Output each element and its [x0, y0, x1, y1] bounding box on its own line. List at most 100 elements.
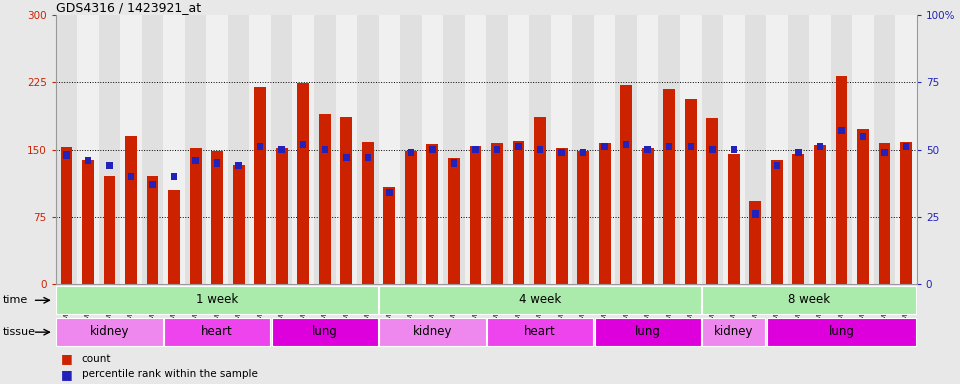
Bar	[852, 15, 874, 284]
Text: GDS4316 / 1423921_at: GDS4316 / 1423921_at	[56, 1, 201, 14]
Bar	[168, 190, 180, 284]
Text: lung: lung	[312, 325, 338, 338]
Bar	[516, 143, 522, 151]
Bar	[487, 15, 508, 284]
Bar	[830, 15, 852, 284]
Bar	[615, 15, 636, 284]
Bar	[838, 127, 845, 134]
Bar	[817, 143, 823, 151]
Bar	[379, 318, 486, 346]
Bar	[211, 151, 223, 284]
Bar	[601, 143, 608, 151]
Bar	[594, 15, 615, 284]
Bar	[529, 15, 551, 284]
Bar	[206, 15, 228, 284]
Bar	[752, 210, 758, 218]
Bar	[278, 146, 285, 153]
Bar	[142, 15, 163, 284]
Bar	[82, 160, 94, 284]
Bar	[164, 318, 271, 346]
Bar	[272, 318, 378, 346]
Bar	[357, 15, 378, 284]
Bar	[214, 159, 221, 167]
Bar	[383, 187, 396, 284]
Bar	[63, 151, 70, 159]
Bar	[465, 15, 487, 284]
Bar	[774, 162, 780, 169]
Bar	[276, 148, 288, 284]
Bar	[99, 15, 120, 284]
Bar	[322, 146, 328, 153]
Bar	[580, 149, 587, 156]
Bar	[450, 159, 457, 167]
Bar	[559, 149, 564, 156]
Bar	[378, 15, 400, 284]
Bar	[150, 181, 156, 188]
Bar	[341, 118, 352, 284]
Bar	[171, 173, 178, 180]
Bar	[429, 146, 436, 153]
Bar	[659, 15, 680, 284]
Text: count: count	[82, 354, 111, 364]
Bar	[556, 148, 567, 284]
Bar	[623, 141, 630, 148]
Bar	[636, 15, 659, 284]
Bar	[128, 173, 134, 180]
Bar	[444, 15, 465, 284]
Bar	[379, 286, 701, 314]
Bar	[835, 76, 848, 284]
Bar	[57, 318, 162, 346]
Bar	[314, 15, 336, 284]
Bar	[896, 15, 917, 284]
Bar	[702, 286, 916, 314]
Bar	[493, 146, 500, 153]
Bar	[107, 162, 112, 169]
Bar	[487, 318, 593, 346]
Bar	[120, 15, 142, 284]
Bar	[426, 144, 439, 284]
Bar	[663, 89, 675, 284]
Bar	[792, 154, 804, 284]
Bar	[336, 15, 357, 284]
Bar	[254, 87, 266, 284]
Bar	[702, 15, 723, 284]
Bar	[599, 143, 611, 284]
Text: lung: lung	[635, 325, 660, 338]
Bar	[745, 15, 766, 284]
Bar	[228, 15, 250, 284]
Bar	[767, 318, 916, 346]
Bar	[232, 165, 245, 284]
Bar	[77, 15, 99, 284]
Bar	[878, 143, 891, 284]
Bar	[190, 148, 202, 284]
Text: ■: ■	[60, 368, 72, 381]
Text: tissue: tissue	[3, 327, 36, 337]
Bar	[408, 149, 414, 156]
Bar	[644, 146, 651, 153]
Bar	[534, 118, 546, 284]
Bar	[235, 162, 242, 169]
Bar	[185, 15, 206, 284]
Text: percentile rank within the sample: percentile rank within the sample	[82, 369, 257, 379]
Bar	[250, 15, 271, 284]
Bar	[271, 15, 293, 284]
Bar	[900, 142, 912, 284]
Bar	[192, 157, 199, 164]
Text: 8 week: 8 week	[788, 293, 830, 306]
Bar	[577, 151, 589, 284]
Bar	[125, 136, 137, 284]
Bar	[362, 142, 373, 284]
Bar	[572, 15, 594, 284]
Bar	[513, 141, 524, 284]
Bar	[702, 318, 765, 346]
Bar	[860, 132, 866, 140]
Bar	[666, 143, 672, 151]
Bar	[84, 157, 91, 164]
Text: kidney: kidney	[89, 325, 130, 338]
Text: kidney: kidney	[714, 325, 754, 338]
Bar	[537, 146, 543, 153]
Bar	[300, 141, 306, 148]
Bar	[787, 15, 809, 284]
Text: time: time	[3, 295, 28, 305]
Bar	[469, 146, 481, 284]
